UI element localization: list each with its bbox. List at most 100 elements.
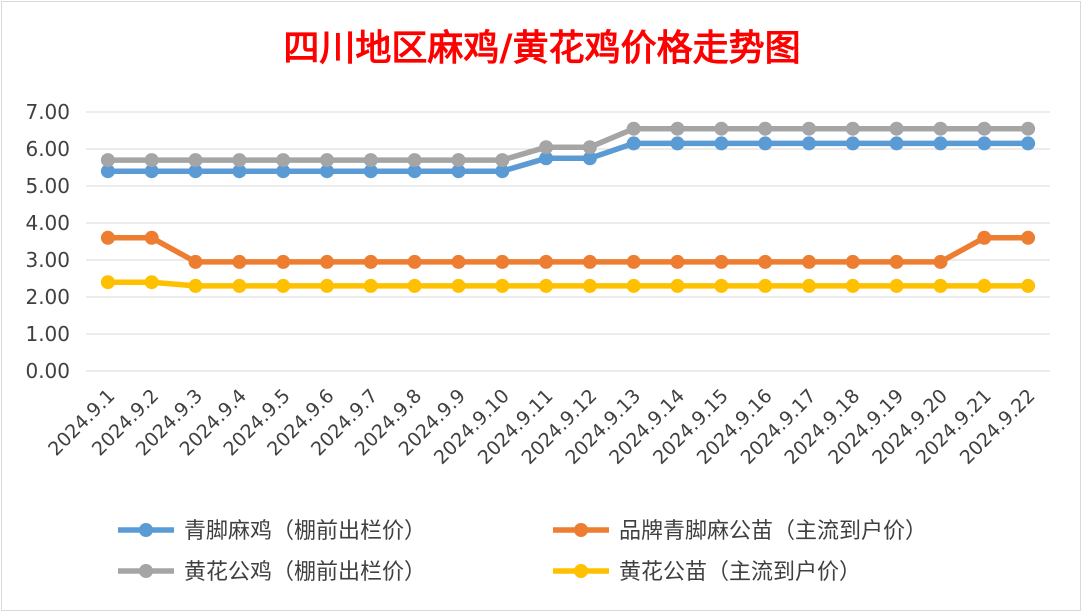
chart-title: 四川地区麻鸡/黄花鸡价格走势图 [283, 27, 800, 69]
series-lines [107, 125, 1029, 289]
data-point [845, 121, 860, 136]
data-point [670, 136, 685, 151]
data-point [144, 153, 159, 168]
data-point [845, 278, 860, 293]
data-point [758, 121, 773, 136]
data-point [407, 254, 422, 269]
data-point [188, 153, 203, 168]
data-point [100, 275, 115, 290]
data-point [539, 278, 554, 293]
data-point [626, 278, 641, 293]
legend-label: 品牌青脚麻公苗（主流到户价） [619, 519, 927, 544]
legend-swatch-marker [139, 564, 153, 578]
data-point [889, 278, 904, 293]
legend-swatch-marker [139, 523, 153, 537]
data-point [188, 164, 203, 179]
legend-label: 黄花公苗（主流到户价） [619, 560, 861, 585]
data-point [626, 254, 641, 269]
data-point [363, 164, 378, 179]
data-point [626, 121, 641, 136]
data-point [977, 278, 992, 293]
series-points [100, 121, 1036, 293]
data-point [100, 153, 115, 168]
legend: 青脚麻鸡（棚前出栏价） 品牌青脚麻公苗（主流到户价） 黄花公鸡（棚前出栏价） 黄花公苗… [118, 519, 927, 585]
data-point [276, 164, 291, 179]
y-tick-label: 0.00 [25, 359, 70, 383]
y-tick-label: 6.00 [25, 137, 70, 161]
data-point [495, 254, 510, 269]
data-point [539, 254, 554, 269]
data-point [407, 278, 422, 293]
data-point [758, 254, 773, 269]
data-point [144, 164, 159, 179]
data-point [758, 136, 773, 151]
data-point [451, 278, 466, 293]
data-point [670, 278, 685, 293]
data-point [802, 278, 816, 293]
data-point [670, 121, 685, 136]
data-point [232, 278, 247, 293]
data-point [320, 153, 334, 168]
data-point [977, 136, 992, 151]
data-point [889, 254, 904, 269]
y-axis-ticks: 0.00 1.00 2.00 3.00 4.00 5.00 6.00 7.00 [25, 100, 70, 383]
data-point [188, 278, 203, 293]
data-point [407, 153, 422, 168]
data-point [232, 153, 247, 168]
data-point [889, 136, 904, 151]
legend-swatch-marker [574, 564, 588, 578]
data-point [582, 140, 597, 155]
gridlines [86, 111, 1050, 372]
data-point [100, 164, 115, 179]
data-point [802, 136, 816, 151]
series-line-1 [107, 235, 1029, 265]
y-tick-label: 5.00 [25, 174, 70, 198]
data-point [495, 164, 510, 179]
y-tick-label: 7.00 [25, 100, 70, 124]
data-point [758, 278, 773, 293]
data-point [1021, 136, 1036, 151]
data-point [1021, 278, 1036, 293]
data-point [845, 136, 860, 151]
data-point [451, 164, 466, 179]
data-point [188, 254, 203, 269]
data-point [1021, 230, 1036, 245]
legend-label: 青脚麻鸡（棚前出栏价） [184, 519, 426, 544]
data-point [714, 278, 729, 293]
data-point [363, 254, 378, 269]
data-point [582, 254, 597, 269]
data-point [144, 230, 159, 245]
data-point [933, 278, 948, 293]
data-point [802, 254, 816, 269]
data-point [1021, 121, 1036, 136]
data-point [232, 254, 247, 269]
data-point [451, 254, 466, 269]
data-point [407, 164, 422, 179]
data-point [320, 278, 334, 293]
series-line-3 [107, 279, 1029, 289]
series-line-2 [107, 125, 1029, 163]
data-point [670, 254, 685, 269]
legend-swatch-marker [574, 523, 588, 537]
data-point [889, 121, 904, 136]
data-point [363, 153, 378, 168]
data-point [582, 278, 597, 293]
data-point [320, 164, 334, 179]
x-axis-ticks: 2024.9.12024.9.22024.9.32024.9.42024.9.5… [44, 385, 1040, 469]
data-point [977, 121, 992, 136]
data-point [144, 275, 159, 290]
data-point [451, 153, 466, 168]
data-point [539, 151, 554, 166]
data-point [582, 151, 597, 166]
data-point [714, 121, 729, 136]
data-point [933, 121, 948, 136]
data-point [320, 254, 334, 269]
data-point [276, 254, 291, 269]
legend-label: 黄花公鸡（棚前出栏价） [184, 560, 426, 585]
data-point [933, 136, 948, 151]
data-point [714, 254, 729, 269]
series-line-0 [107, 140, 1029, 174]
data-point [276, 278, 291, 293]
